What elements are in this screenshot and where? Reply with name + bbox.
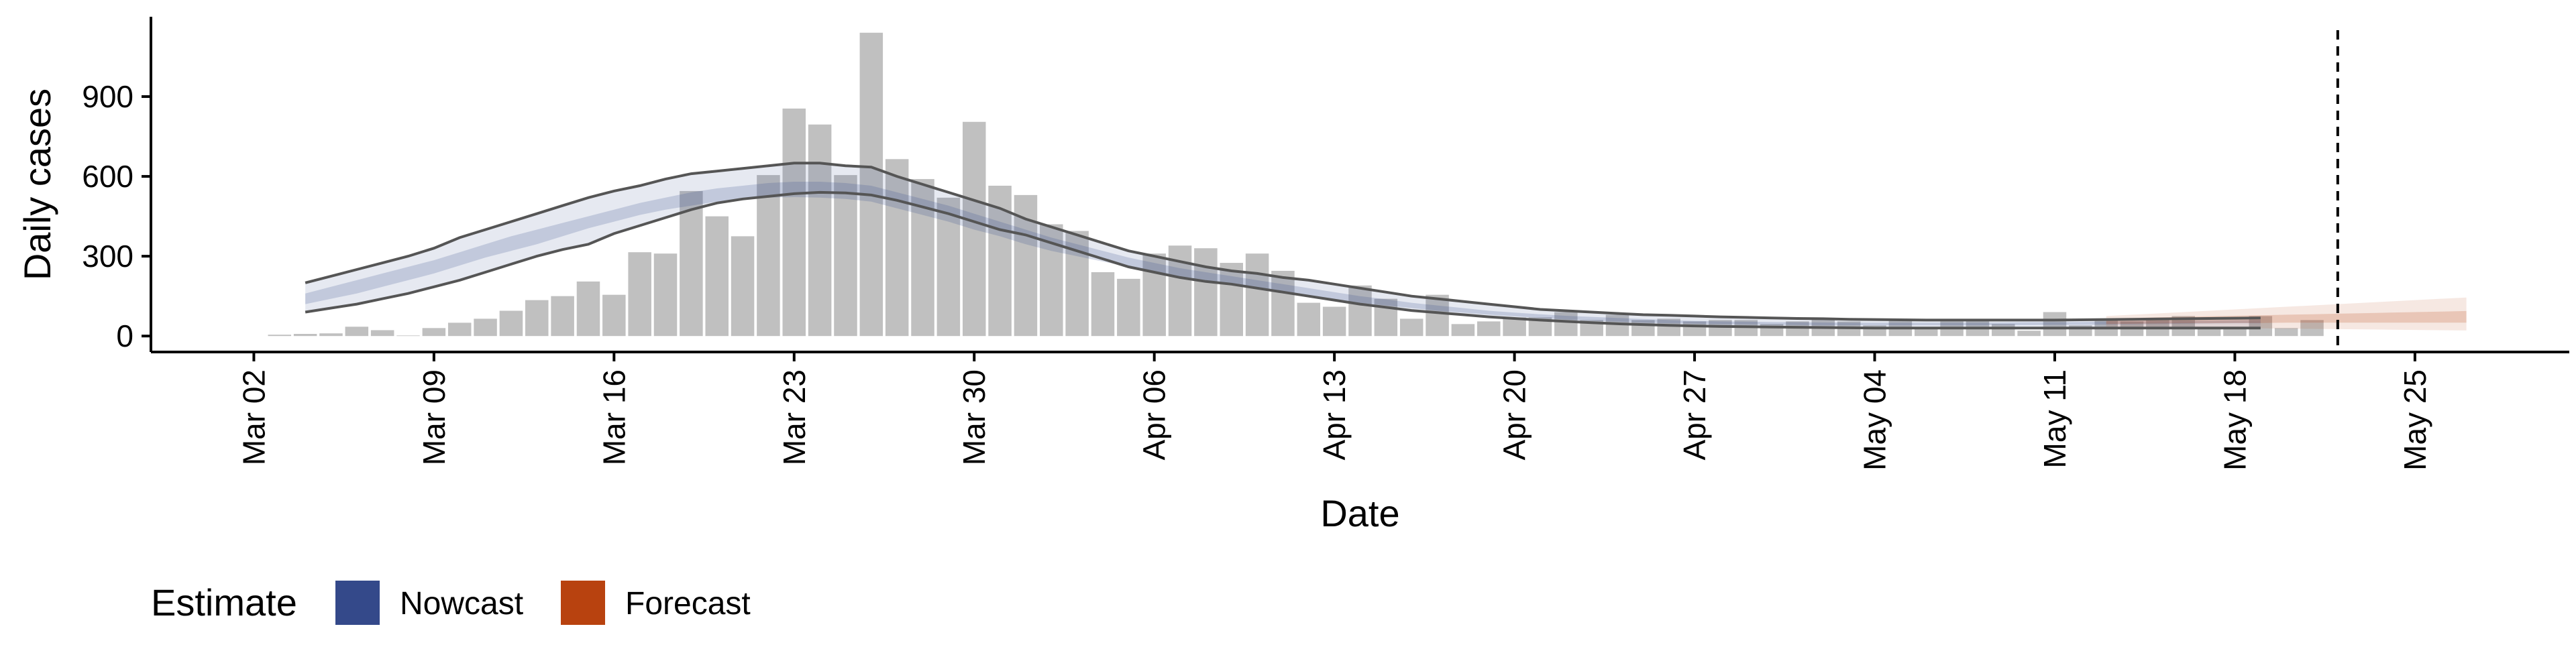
nowcast-upper-line — [305, 162, 2261, 322]
daily-cases-bar — [2197, 328, 2221, 337]
daily-cases-bar — [2017, 331, 2041, 337]
daily-cases-bar — [680, 190, 703, 337]
bands-layer — [305, 163, 2467, 331]
y-axis-ticks: 0 300 600 900 — [82, 79, 151, 353]
daily-cases-bar — [1451, 324, 1475, 337]
daily-cases-bar — [576, 281, 600, 337]
daily-cases-bar — [1657, 318, 1680, 337]
y-tick-label: 900 — [82, 79, 133, 114]
daily-cases-bar — [1554, 312, 1578, 337]
daily-cases-bar — [1091, 272, 1115, 337]
daily-cases-bar — [731, 236, 755, 337]
x-tick-label: May 11 — [2037, 369, 2072, 468]
x-tick-label: May 04 — [1858, 369, 1892, 471]
forecast-outer-band — [2106, 297, 2467, 331]
legend-label-nowcast: Nowcast — [400, 586, 523, 622]
daily-cases-bar — [2274, 328, 2298, 337]
daily-cases-bar — [1220, 263, 1244, 337]
daily-cases-bar — [1271, 270, 1295, 337]
daily-cases-bar — [936, 197, 961, 337]
x-tick-label: Apr 13 — [1317, 369, 1352, 461]
bound-lines-layer — [305, 162, 2261, 330]
y-tick-label: 300 — [82, 239, 133, 274]
daily-cases-bar — [705, 216, 729, 337]
daily-cases-bar — [653, 253, 678, 337]
daily-cases-bar — [1503, 317, 1526, 337]
legend-entries: Nowcast Forecast — [335, 581, 751, 625]
daily-cases-bar — [396, 335, 420, 337]
x-tick-label: Mar 02 — [236, 369, 271, 465]
daily-cases-bar — [447, 322, 472, 337]
daily-cases-bar — [2300, 320, 2324, 337]
daily-cases-bar — [293, 334, 317, 337]
axes-layer: 0 300 600 900 Mar 02 Mar 09 Mar 16 Mar 23 Mar 3… — [82, 17, 2569, 471]
x-tick-label: Apr 06 — [1137, 369, 1172, 461]
daily-cases-bar — [525, 300, 549, 337]
daily-cases-bar — [2249, 316, 2273, 337]
x-tick-label: Apr 20 — [1497, 369, 1532, 461]
daily-cases-bar — [1426, 294, 1449, 337]
daily-cases-bar — [1914, 328, 1938, 337]
daily-cases-bar — [268, 335, 292, 337]
daily-cases-bar — [319, 333, 343, 337]
x-tick-label: Mar 30 — [957, 369, 991, 465]
daily-cases-bar — [1142, 253, 1166, 337]
daily-cases-bar — [345, 327, 369, 337]
daily-cases-bar — [808, 124, 832, 337]
x-axis-ticks: Mar 02 Mar 09 Mar 16 Mar 23 Mar 30 Apr 06 Apr … — [236, 352, 2432, 471]
daily-cases-bar — [1786, 321, 1809, 337]
nowcast-lower-line — [305, 190, 2261, 330]
legend-swatch-nowcast — [335, 581, 380, 625]
daily-cases-bar — [1194, 248, 1218, 337]
daily-cases-bar — [2043, 312, 2067, 337]
y-tick-label: 0 — [116, 318, 133, 353]
daily-cases-bar — [1709, 320, 1732, 337]
legend: Estimate Nowcast Forecast — [151, 581, 751, 625]
daily-cases-bar — [782, 108, 806, 337]
x-tick-label: Mar 09 — [417, 369, 451, 465]
daily-cases-bar — [1348, 285, 1372, 337]
daily-cases-bar — [499, 310, 523, 337]
x-tick-label: May 18 — [2217, 369, 2252, 471]
legend-title: Estimate — [151, 581, 297, 624]
daily-cases-bar — [859, 32, 883, 337]
daily-cases-bar — [370, 330, 394, 337]
daily-cases-bar — [2223, 328, 2247, 337]
daily-cases-bar — [1399, 318, 1424, 337]
daily-cases-bar — [962, 121, 986, 337]
daily-cases-bar — [422, 328, 446, 337]
x-tick-label: Mar 23 — [777, 369, 812, 465]
y-tick-label: 600 — [82, 159, 133, 194]
daily-cases-bar — [1117, 278, 1140, 337]
x-tick-label: Apr 27 — [1677, 369, 1712, 461]
daily-cases-bar — [834, 175, 857, 337]
x-tick-label: May 25 — [2398, 369, 2432, 471]
daily-cases-bar — [551, 296, 574, 337]
daily-cases-bar — [602, 294, 626, 337]
daily-cases-bar — [628, 252, 651, 337]
legend-swatch-forecast — [561, 581, 605, 625]
daily-cases-bar — [1297, 302, 1321, 337]
x-tick-label: Mar 16 — [596, 369, 631, 465]
daily-cases-bar — [757, 175, 780, 337]
daily-cases-bar — [1322, 306, 1346, 337]
y-axis-title: Daily cases — [16, 89, 58, 280]
daily-cases-bar — [474, 318, 497, 337]
legend-label-forecast: Forecast — [625, 586, 751, 622]
x-axis-title: Date — [1320, 492, 1399, 534]
forecast-inner-band — [2106, 310, 2467, 325]
daily-cases-bar — [885, 159, 909, 337]
daily-cases-bar — [1245, 253, 1269, 337]
daily-cases-bar — [1477, 321, 1501, 337]
daily-cases-bar — [1605, 314, 1629, 337]
